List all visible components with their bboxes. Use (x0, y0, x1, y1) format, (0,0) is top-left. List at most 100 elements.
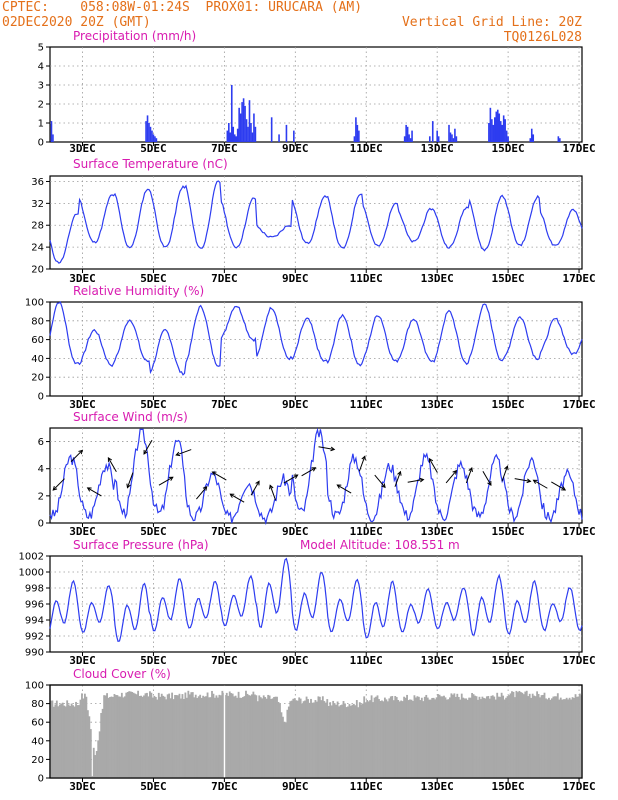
cloud-bar (196, 698, 199, 778)
cloud-bar (228, 691, 231, 778)
cloud-bar (293, 698, 296, 778)
cloud-bar (215, 695, 218, 778)
series-line (49, 180, 583, 264)
cloud-bar (82, 698, 85, 778)
wind-arrow-head (255, 480, 260, 486)
header-right: Vertical Grid Line: 20Z TQ0126L028 (402, 0, 582, 45)
wind-arrow-head (419, 477, 425, 483)
cloud-bar (466, 699, 469, 778)
cloud-bar (149, 691, 151, 778)
cloud-bar (540, 695, 543, 778)
precip-bar (494, 117, 496, 142)
y-tick-label: 24 (31, 243, 44, 254)
wind-arrow (70, 449, 84, 462)
panel-frame (49, 427, 583, 524)
grid (50, 176, 582, 269)
cloud-bar (137, 690, 140, 778)
cloud-bar (494, 699, 497, 778)
wind-arrow-shaft (374, 474, 386, 488)
y-tick-label: 40 (31, 736, 44, 747)
cloud-bar (559, 697, 562, 778)
cloud-bar (388, 698, 391, 778)
precip-bar (499, 121, 502, 142)
wind-arrow-shaft (250, 481, 260, 496)
cloud-bar (106, 693, 108, 778)
wind-arrow-shaft (533, 479, 548, 489)
cloud-bar (379, 700, 382, 778)
cloud-bar (552, 696, 555, 778)
cloud-bar (435, 697, 438, 778)
cloud-bar (100, 712, 103, 778)
x-tick-label: 9DEC (282, 272, 309, 285)
wind-arrow-head (381, 483, 386, 489)
x-tick-label: 15DEC (492, 780, 525, 793)
wind-arrow-head (126, 483, 131, 489)
cloud-bar (475, 696, 478, 778)
cloud-bar (177, 695, 179, 778)
cloud-bar (521, 692, 524, 778)
cloud-bar (571, 697, 574, 778)
cloud-bar (330, 705, 333, 778)
y-tick-label: 0 (38, 138, 44, 149)
cloud-bar (542, 694, 544, 778)
precip-bar (244, 105, 246, 142)
cloud-bar (386, 701, 389, 778)
precip-bar (502, 115, 505, 142)
cloud-bar (112, 696, 114, 778)
wind-arrow-shaft (482, 470, 492, 486)
x-tick-label: 17DEC (562, 780, 595, 793)
cloud-bar (320, 700, 323, 778)
cloud-bar (505, 697, 507, 778)
y-tick-label: 0 (38, 392, 44, 403)
y-tick-label: 28 (31, 221, 44, 232)
wind-arrow-head (487, 481, 492, 486)
cloud-bar (227, 695, 230, 778)
cloud-bar (132, 692, 135, 778)
precip-bar (152, 134, 155, 142)
wind-arrow (532, 479, 548, 489)
cloud-bar (432, 697, 435, 778)
cloud-bar (245, 690, 247, 778)
cloud-bar (307, 699, 309, 778)
x-tick-label: 7DEC (211, 780, 238, 793)
cloud-bar (345, 707, 348, 778)
cloud-bar (367, 701, 370, 778)
cloud-bar (123, 696, 126, 778)
precip-bar (239, 113, 242, 142)
x-tick-label: 7DEC (211, 525, 238, 538)
cloud-bar (372, 702, 374, 778)
cloud-bar (410, 699, 413, 778)
cloud-bar (280, 712, 283, 778)
x-tick-label: 7DEC (211, 654, 238, 667)
cloud-bar (159, 696, 162, 778)
cloud-bar (525, 690, 528, 778)
cloud-bar (258, 695, 261, 778)
y-tick-label: 60 (31, 718, 44, 729)
cloud-bar (150, 692, 153, 778)
y-tick-label: 998 (25, 584, 44, 595)
wind-arrow (175, 449, 192, 457)
cloud-bar (86, 710, 89, 778)
precip-bar (496, 109, 499, 142)
cloud-bar (301, 703, 304, 778)
cloud-bar (531, 693, 534, 778)
cloud-bar (385, 699, 388, 778)
wind-arrow-head (452, 469, 458, 475)
cloud-bar (202, 695, 205, 778)
precip-bar (437, 136, 440, 142)
cloud-bar (527, 696, 530, 778)
cloud-bar (110, 696, 113, 778)
cloud-bar (276, 696, 278, 778)
wind-arrow-shaft (358, 456, 366, 472)
x-tick-label: 5DEC (140, 780, 167, 793)
y-tick-label: 20 (31, 755, 44, 766)
cloud-bar (66, 700, 69, 778)
cloud-bar (488, 698, 491, 778)
cloud-bar (180, 698, 182, 778)
panel-frame (49, 301, 583, 397)
precip-bar (448, 124, 450, 142)
cloud-bar (290, 700, 293, 778)
wind-arrow-shaft (107, 457, 117, 473)
cloud-bar (212, 693, 215, 778)
cloud-bar (459, 699, 462, 778)
